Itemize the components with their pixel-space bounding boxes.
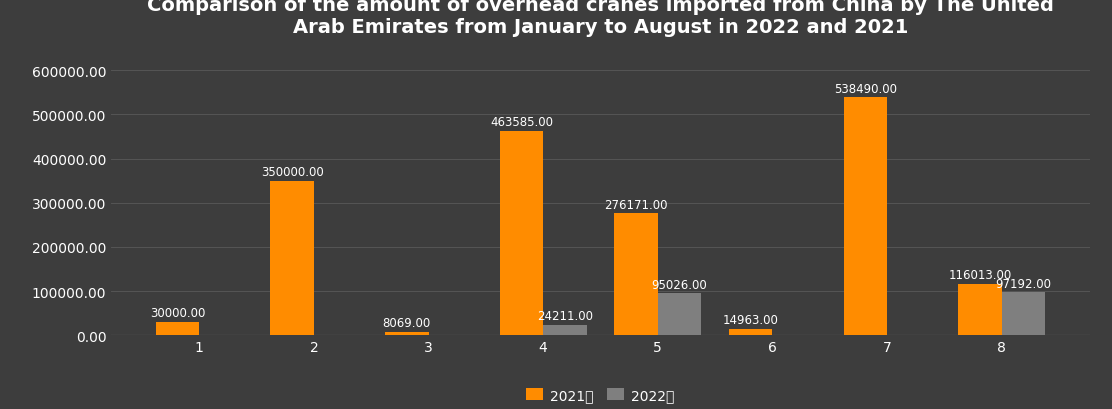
Bar: [959, 284, 1002, 335]
Text: 97192.00: 97192.00: [995, 277, 1052, 290]
Text: 95026.00: 95026.00: [652, 278, 707, 291]
Bar: [1002, 292, 1045, 335]
Text: 538490.00: 538490.00: [834, 83, 896, 96]
Bar: [658, 294, 702, 335]
Bar: [728, 329, 773, 335]
Bar: [499, 131, 543, 335]
Bar: [156, 322, 199, 335]
Text: 116013.00: 116013.00: [949, 269, 1012, 282]
Text: 463585.00: 463585.00: [490, 116, 553, 128]
Bar: [543, 325, 587, 335]
Text: 24211.00: 24211.00: [537, 309, 593, 322]
Text: 350000.00: 350000.00: [260, 166, 324, 179]
Bar: [385, 332, 428, 335]
Legend: 2021年, 2022年: 2021年, 2022年: [520, 382, 681, 407]
Text: 14963.00: 14963.00: [723, 313, 778, 326]
Bar: [270, 181, 314, 335]
Text: 30000.00: 30000.00: [150, 307, 205, 319]
Text: 276171.00: 276171.00: [604, 198, 668, 211]
Title: Comparison of the amount of overhead cranes imported from China by The United
Ar: Comparison of the amount of overhead cra…: [147, 0, 1054, 36]
Text: 8069.00: 8069.00: [383, 316, 430, 329]
Bar: [844, 98, 887, 335]
Bar: [614, 214, 658, 335]
